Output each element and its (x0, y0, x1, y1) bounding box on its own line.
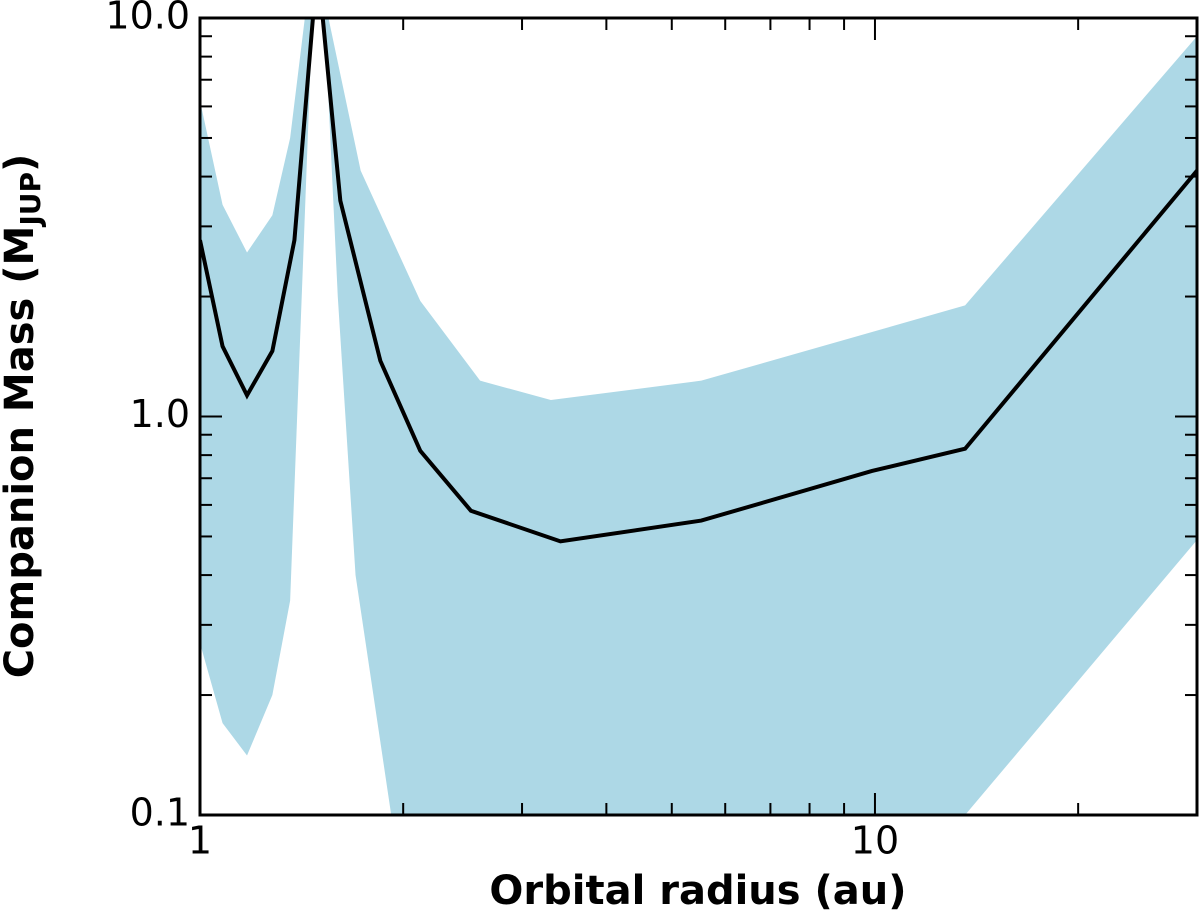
x-axis-label: Orbital radius (au) (489, 868, 906, 914)
y-axis-label: Companion Mass (MJUP) (0, 154, 47, 679)
x-tick-label: 10 (851, 819, 899, 863)
band (324, 18, 1197, 815)
y-tick-label: 10.0 (105, 0, 190, 38)
x-tick-label: 1 (188, 819, 212, 863)
y-tick-label: 1.0 (130, 392, 190, 436)
y-tick-label: 0.1 (130, 791, 190, 835)
band (200, 18, 313, 756)
line (200, 18, 1197, 544)
plot-area (200, 18, 1197, 815)
